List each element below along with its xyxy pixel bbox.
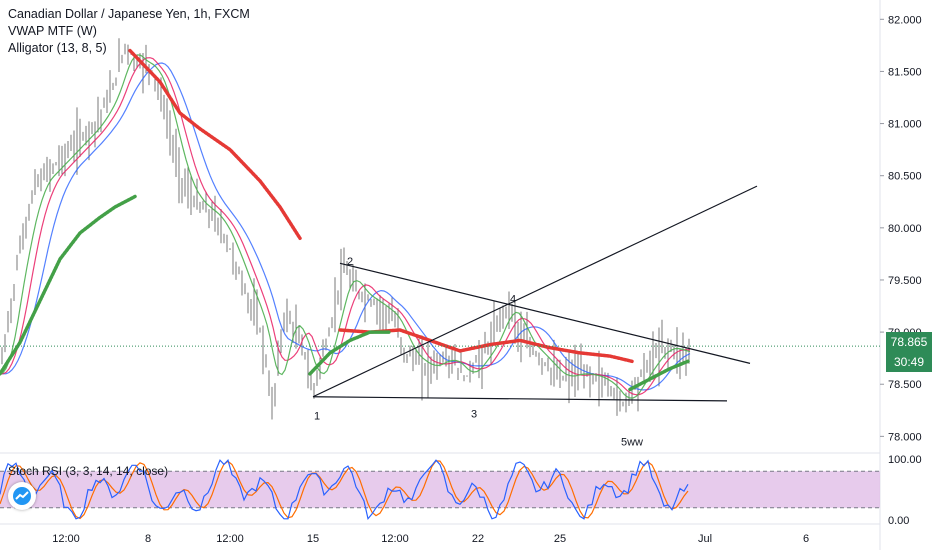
stoch-rsi-label[interactable]: Stoch RSI (3, 3, 14, 14, close): [8, 464, 169, 478]
wave-label: 4: [510, 294, 516, 306]
time-tick-label: 25: [554, 533, 566, 545]
time-tick-label: Jul: [698, 533, 712, 545]
wave-label: 5ww: [621, 437, 643, 449]
stoch-tick-label: 100.00: [888, 454, 922, 466]
current-price-badge: 78.865: [886, 332, 932, 352]
time-tick-label: 12:00: [52, 533, 80, 545]
price-tick-label: 78.500: [888, 379, 922, 391]
wave-label: 2: [347, 256, 353, 268]
wave-label: 1: [314, 411, 320, 423]
time-tick-label: 22: [472, 533, 484, 545]
time-tick-label: 12:00: [216, 533, 244, 545]
alligator-jaw-line: [0, 62, 691, 391]
stoch-band: [0, 471, 880, 508]
bar-countdown-badge: 30:49: [886, 352, 932, 372]
vwap-line: [338, 328, 634, 364]
stoch-k-line: [0, 459, 689, 521]
tradingview-logo[interactable]: [8, 482, 36, 510]
stoch-tick-label: 0.00: [888, 515, 909, 527]
price-tick-label: 80.500: [888, 171, 922, 183]
trendline: [339, 262, 751, 364]
time-tick-label: 12:00: [381, 533, 409, 545]
vwap-line: [128, 48, 302, 241]
vwap-line: [308, 330, 392, 376]
price-tick-label: 80.000: [888, 223, 922, 235]
alligator-indicator-label[interactable]: Alligator (13, 8, 5): [8, 41, 107, 55]
vwap-line: [0, 194, 137, 376]
trendline: [312, 396, 728, 402]
vwap-indicator-label[interactable]: VWAP MTF (W): [8, 24, 97, 38]
price-tick-label: 81.000: [888, 119, 922, 131]
time-tick-label: 6: [803, 533, 809, 545]
time-tick-label: 15: [307, 533, 319, 545]
cloud-logo-icon: [13, 487, 31, 505]
price-tick-label: 82.000: [888, 14, 922, 26]
price-tick-label: 78.000: [888, 431, 922, 443]
trendline: [312, 185, 758, 398]
chart-legend: Canadian Dollar / Japanese Yen, 1h, FXCM…: [8, 6, 250, 57]
price-tick-label: 79.500: [888, 275, 922, 287]
stoch-d-line: [0, 460, 689, 520]
alligator-lips-line: [0, 54, 691, 399]
symbol-title[interactable]: Canadian Dollar / Japanese Yen, 1h, FXCM: [8, 7, 250, 21]
time-tick-label: 8: [145, 533, 151, 545]
wave-label: 3: [471, 408, 477, 420]
vwap-line: [628, 359, 690, 392]
price-tick-label: 81.500: [888, 66, 922, 78]
